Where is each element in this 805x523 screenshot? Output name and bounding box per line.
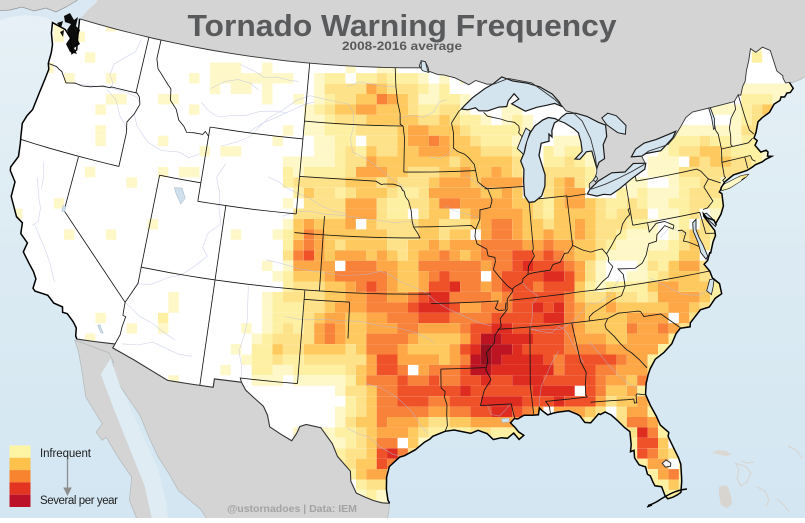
svg-text:Tornado Warning Frequency: Tornado Warning Frequency <box>188 9 617 43</box>
svg-text:Several per year: Several per year <box>40 495 118 507</box>
svg-text:Infrequent: Infrequent <box>40 448 92 460</box>
svg-text:2008-2016 average: 2008-2016 average <box>342 39 462 53</box>
svg-text:@ustornadoes | Data: IEM: @ustornadoes | Data: IEM <box>227 503 357 515</box>
